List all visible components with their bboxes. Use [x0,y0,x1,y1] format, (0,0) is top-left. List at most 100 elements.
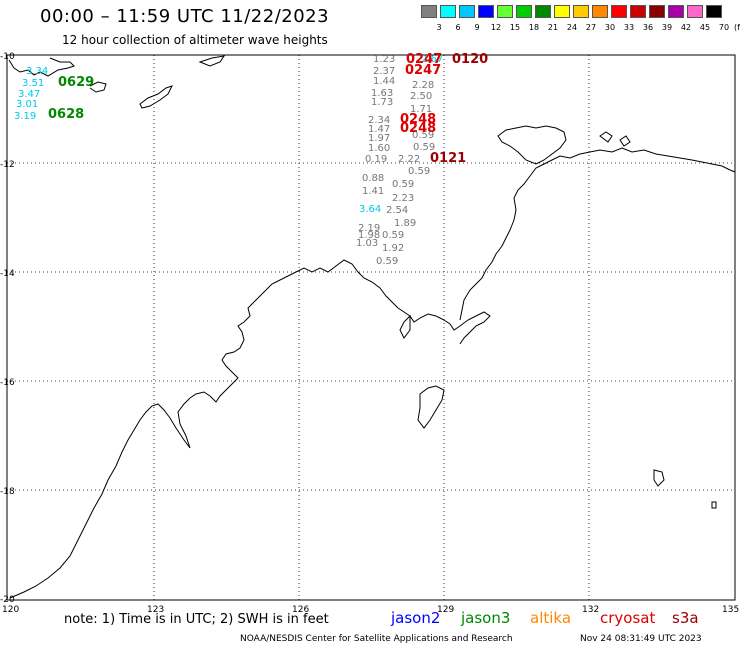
wave-height-value: 2.54 [386,205,409,216]
satellite-legend-item: jason2 [391,609,441,627]
lat-tick: -16 [0,378,15,388]
wave-height-value: 0.59 [412,130,435,141]
wave-height-value: 3.19 [14,111,37,122]
page-title: 00:00 – 11:59 UTC 11/22/2023 [40,6,330,27]
wave-height-value: 1.44 [373,76,396,87]
color-swatch [516,5,532,18]
color-swatch [592,5,608,18]
pass-time-label: 0248 [400,112,437,127]
lat-tick: -12 [0,160,15,170]
wave-height-value: 1.60 [368,143,391,154]
color-swatch-label: 3 [436,23,442,32]
color-swatch [459,5,475,18]
lon-ticks: 120 123 126 129 132 135 [2,605,739,615]
pass-time-label: 0120 [452,52,489,67]
satellite-legend-item: jason3 [461,609,511,627]
credit-line: NOAA/NESDIS Center for Satellite Applica… [240,634,513,644]
wave-height-value: 1.03 [356,238,379,249]
page-subtitle: 12 hour collection of altimeter wave hei… [62,33,328,47]
lat-tick: -18 [0,487,15,497]
pass-time-label: 0121 [430,151,467,166]
lon-tick: 120 [2,605,19,615]
wave-height-value: 2.50 [410,91,433,102]
wave-height-value: 0.59 [392,179,415,190]
color-swatch-label: 15 [509,23,521,32]
color-swatch [706,5,722,18]
lon-tick: 132 [582,605,599,615]
wave-height-value: 2.28 [412,80,435,91]
wave-height-value: 0.59 [408,166,431,177]
lat-tick: -20 [0,595,15,605]
pass-time-label: 0628 [48,107,85,122]
color-swatch-label: 21 [547,23,559,32]
wave-height-value: 0.88 [362,173,385,184]
wave-height-value: 2.37 [373,66,396,77]
wave-height-value: 2.22 [398,154,421,165]
color-swatch-label: 12 [490,23,502,32]
wave-height-value: 0.59 [376,256,399,267]
wave-height-value: 0.59 [382,230,405,241]
color-swatch [535,5,551,18]
wave-height-value: 3.51 [22,78,45,89]
color-swatch [497,5,513,18]
lon-tick: 123 [147,605,164,615]
lat-tick: -14 [0,269,15,279]
wave-height-value: 1.63 [371,88,394,99]
pass-time-label: 0629 [58,75,95,90]
lat-tick: -10 [0,52,15,62]
wave-height-value: 3.64 [359,204,382,215]
color-swatch [687,5,703,18]
wave-height-value: 2.23 [392,193,415,204]
satellite-legend-item: s3a [672,609,699,627]
color-swatch-label: 6 [455,23,461,32]
wave-height-value: 2.34 [368,115,391,126]
satellite-legend-item: cryosat [600,609,656,627]
satellite-legend-item: altika [530,609,572,627]
color-swatch-label: 27 [585,23,597,32]
wave-height-value: 1.47 [368,124,391,135]
wave-height-value: 3.01 [16,99,39,110]
wave-height-value: 1.73 [371,97,394,108]
wave-height-value: 0.59 [413,142,436,153]
color-swatch [611,5,627,18]
color-swatch-label: 42 [680,23,692,32]
map-frame [6,54,736,601]
color-swatch [649,5,665,18]
color-swatch [421,5,437,18]
color-swatch [554,5,570,18]
color-swatch-label: 39 [661,23,673,32]
lon-tick: 135 [722,605,739,615]
lon-tick: 126 [292,605,309,615]
color-swatch-label: 9 [474,23,480,32]
wave-height-value: 1.23 [373,54,396,65]
wave-height-value: 2.19 [358,223,381,234]
wave-height-value: 1.92 [382,243,405,254]
wave-height-value: 1.97 [368,133,391,144]
wave-height-value: 2.67 [421,54,444,65]
lat-ticks: -10 -12 -14 -16 -18 -20 [0,52,15,605]
wave-height-value: 3.47 [18,89,41,100]
generated-timestamp: Nov 24 08:31:49 UTC 2023 [580,634,702,644]
wave-height-value: 1.89 [394,218,417,229]
color-swatch [440,5,456,18]
wave-height-value: 1.41 [362,186,385,197]
pass-time-label: 0247 [405,63,442,78]
color-swatch-label: 30 [604,23,616,32]
color-swatch-label: 33 [623,23,635,32]
color-scale-unit: (ft) [733,23,740,32]
footer-note: note: 1) Time is in UTC; 2) SWH is in fe… [64,612,329,627]
wave-height-value: 1.98 [358,230,381,241]
pass-time-label: 0248 [400,121,437,136]
lon-tick: 129 [437,605,454,615]
graticule [7,55,735,600]
color-swatch-label: 24 [566,23,578,32]
coastline [8,55,736,599]
color-swatch [668,5,684,18]
wave-height-value: 1.71 [410,104,433,115]
color-swatch-label: 70 [718,23,730,32]
color-swatch [478,5,494,18]
color-swatch-label: 45 [699,23,711,32]
wave-height-value: 3.34 [26,66,49,77]
wave-height-value: 0.19 [365,154,388,165]
